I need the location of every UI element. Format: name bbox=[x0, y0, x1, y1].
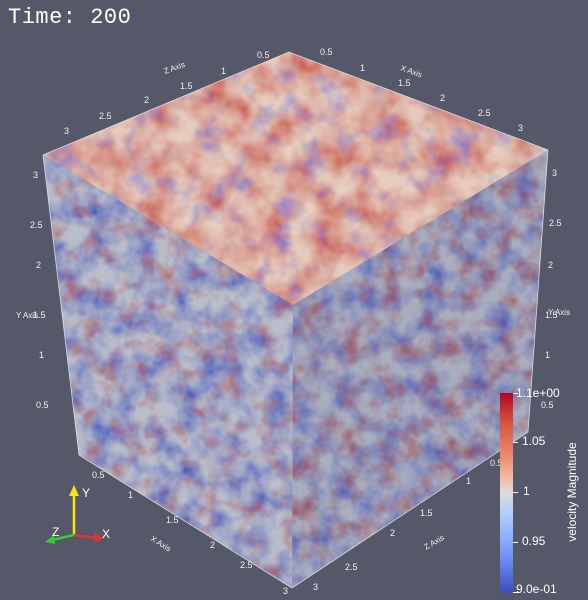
tick-label: 2.5 bbox=[478, 108, 491, 118]
tick-label: 2.5 bbox=[240, 560, 253, 570]
orientation-z-label: Z bbox=[52, 525, 59, 539]
left-y-axis-ticks: 3 2.5 2 1.5 1 0.5 Y Axis bbox=[16, 170, 49, 410]
tick-label: 2.5 bbox=[99, 111, 112, 121]
tick-label: 1.5 bbox=[398, 78, 411, 88]
tick-label: 2.5 bbox=[345, 562, 358, 572]
orientation-axes-widget: Y X Z bbox=[30, 480, 120, 550]
colorbar-gradient bbox=[500, 393, 513, 593]
colorbar-tick bbox=[513, 442, 518, 443]
tick-label: 3 bbox=[33, 170, 38, 180]
tick-label: 1 bbox=[466, 476, 471, 486]
tick-label: 1 bbox=[221, 66, 226, 76]
colorbar-tick bbox=[513, 542, 518, 543]
tick-label: 1.5 bbox=[180, 81, 193, 91]
tick-label: 1.5 bbox=[166, 515, 179, 525]
x-axis-arrow bbox=[74, 535, 96, 538]
tick-label: 2 bbox=[548, 260, 553, 270]
axis-title-z-top: Z Axis bbox=[163, 60, 187, 76]
colorbar-tick-label: 1 bbox=[523, 484, 530, 498]
tick-label: 2 bbox=[144, 95, 149, 105]
right-y-axis-ticks: 3 2.5 2 1.5 1 0.5 Y Axis bbox=[541, 168, 570, 410]
axis-title-z-bottom: Z Axis bbox=[423, 533, 446, 552]
tick-label: 0.5 bbox=[257, 50, 270, 60]
tick-label: 3 bbox=[313, 582, 318, 592]
tick-label: 0.5 bbox=[36, 400, 49, 410]
tick-label: 1 bbox=[360, 63, 365, 73]
tick-label: 3 bbox=[518, 123, 523, 133]
colorbar-title: velocity Magnitude bbox=[565, 442, 579, 541]
colorbar-tick-label: 1.05 bbox=[522, 434, 545, 448]
tick-label: 2 bbox=[36, 260, 41, 270]
tick-label: 1.5 bbox=[420, 508, 433, 518]
tick-label: 1 bbox=[545, 350, 550, 360]
tick-label: 1 bbox=[39, 350, 44, 360]
tick-label: 2.5 bbox=[30, 220, 43, 230]
axis-title-y-left: Y Axis bbox=[16, 311, 38, 320]
colorbar-min-label: 9.0e-01 bbox=[516, 582, 557, 596]
tick-label: 0.5 bbox=[92, 470, 105, 480]
tick-label: 2 bbox=[210, 540, 215, 550]
tick-label: 2 bbox=[390, 528, 395, 538]
time-annotation: Time: 200 bbox=[8, 5, 131, 30]
tick-label: 3 bbox=[64, 126, 69, 136]
tick-label: 1 bbox=[128, 490, 133, 500]
axis-title-y-right: Y Axis bbox=[548, 308, 570, 317]
tick-label: 3 bbox=[552, 168, 557, 178]
tick-label: 3 bbox=[283, 586, 288, 596]
colorbar-tick bbox=[513, 492, 518, 493]
tick-label: 0.5 bbox=[320, 47, 333, 57]
y-arrow-head bbox=[69, 485, 79, 496]
orientation-y-label: Y bbox=[82, 486, 90, 500]
tick-label: 2.5 bbox=[549, 218, 562, 228]
axis-title-x-bottom: X Axis bbox=[149, 534, 173, 553]
colorbar-tick-label: 0.95 bbox=[522, 534, 545, 548]
colorbar-max-label: 1.1e+00 bbox=[516, 386, 560, 400]
orientation-x-label: X bbox=[102, 527, 110, 541]
tick-label: 0.5 bbox=[541, 400, 554, 410]
tick-label: 2 bbox=[440, 93, 445, 103]
